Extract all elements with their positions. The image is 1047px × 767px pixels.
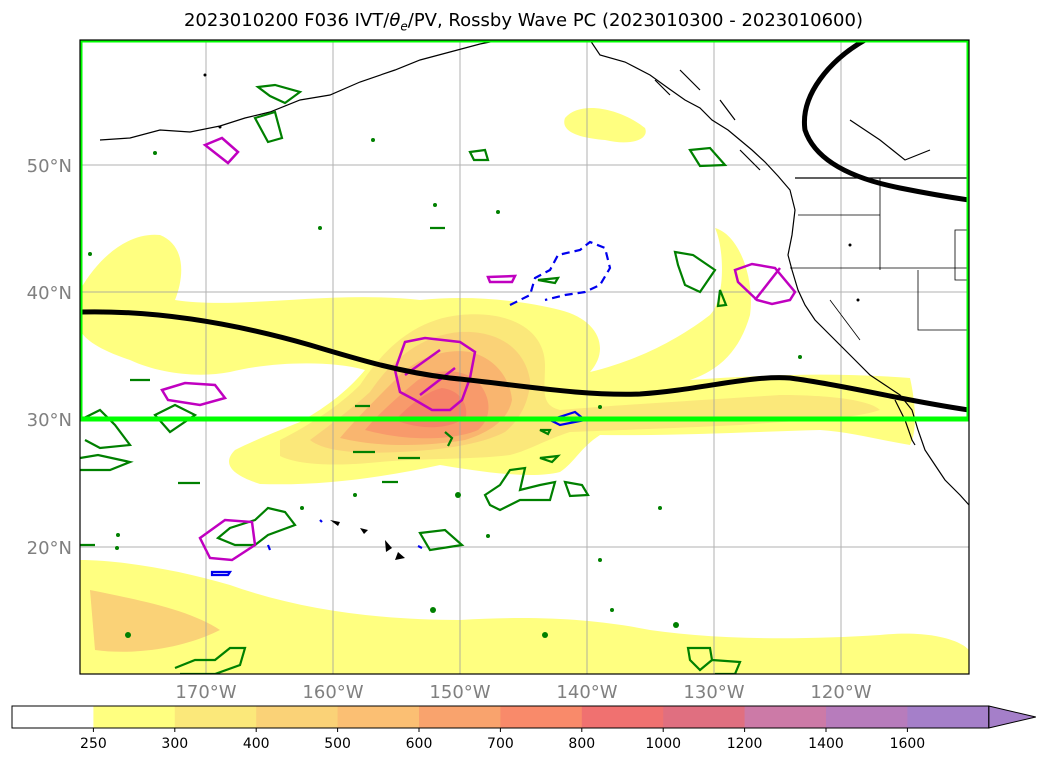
islands [203,73,860,560]
map-title: 2023010200 F036 IVT/θe/PV, Rossby Wave P… [183,10,863,34]
hawaii-islands [330,520,405,560]
lon-label-150w: 150°W [429,682,490,703]
colorbar-segment [826,706,908,728]
rossby-line-north [801,40,969,203]
colorbar-segment [174,706,257,728]
lat-labels: 50°N 40°N 30°N 20°N [27,156,72,559]
lon-label-130w: 130°W [683,682,744,703]
ivt-400-band-south [90,590,220,652]
colorbar-label: 600 [406,736,433,752]
colorbar-segment [337,706,420,728]
colorbar-label: 1400 [808,736,844,752]
colorbar-label: 1600 [890,736,926,752]
lon-label-120w: 120°W [810,682,871,703]
colorbar-segment [419,706,501,728]
lon-label-140w: 140°W [556,682,617,703]
us-state-borders [790,178,969,341]
colorbar-label: 250 [80,736,107,752]
colorbar-label: 700 [487,736,514,752]
rossby-line-main [80,309,969,413]
lat-label-30: 30°N [27,410,72,431]
colorbar-label: 400 [243,736,270,752]
british-columbia-coast [654,69,931,171]
negative-contours [210,240,612,577]
colorbar-segment [663,706,746,728]
highlight-box [80,40,969,422]
colorbar-extend-arrow [988,705,1036,729]
rossby-lines [80,40,969,413]
colorbar-label: 800 [568,736,595,752]
lon-label-170w: 170°W [175,682,236,703]
ivt-shading [80,107,969,674]
colorbar-segment [581,706,664,728]
graticule [80,40,969,674]
colorbar: 250 300 400 500 600 700 800 1000 1200 1400 1600 [11,705,1036,752]
colorbar-segment [256,706,339,728]
lat-label-20: 20°N [27,538,72,559]
lat-label-50: 50°N [27,156,72,177]
colorbar-segment [93,706,176,728]
theta-contours [160,136,797,562]
lon-labels: 170°W 160°W 150°W 140°W 130°W 120°W [175,682,871,703]
colorbar-label: 1200 [727,736,763,752]
ivt-250-band-south [80,560,969,674]
baja-coast [894,399,916,446]
colorbar-segment [12,706,94,728]
colorbar-segment [907,706,990,728]
colorbar-label: 1000 [645,736,681,752]
pv-contours [80,83,742,674]
colorbar-label: 300 [161,736,188,752]
lon-label-160w: 160°W [302,682,363,703]
map-frame [79,39,970,675]
lat-label-40: 40°N [27,283,72,304]
colorbar-segment [744,706,827,728]
ivt-250-band-north [564,107,646,143]
alaska-coast [99,40,501,141]
small-features [88,138,802,638]
colorbar-label: 500 [324,736,351,752]
colorbar-segment [500,706,583,728]
